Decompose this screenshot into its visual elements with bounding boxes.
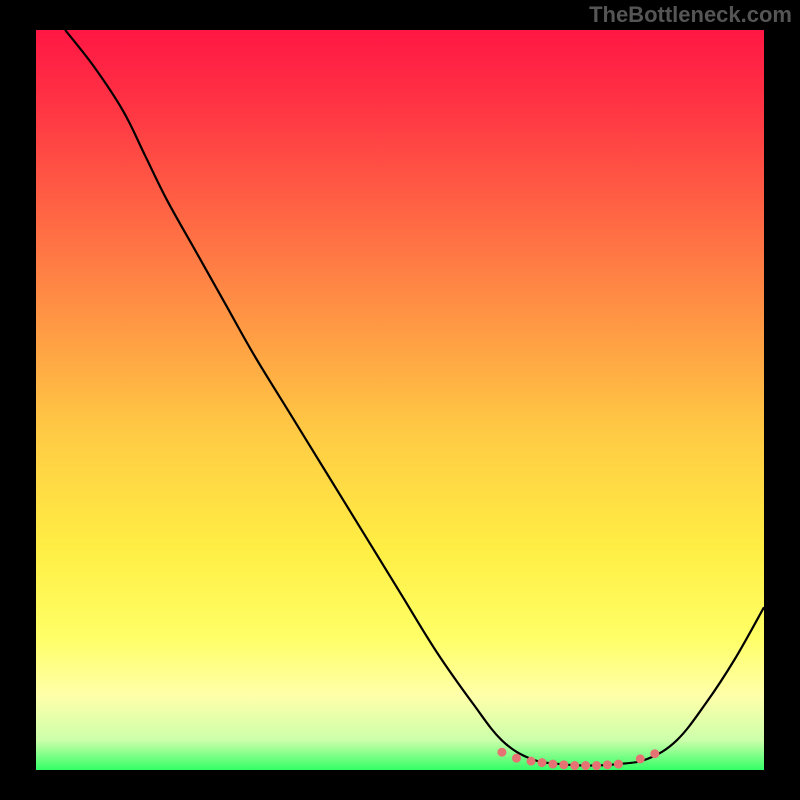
marker-point [548,760,557,769]
bottleneck-curve [65,30,764,766]
marker-point [650,749,659,758]
marker-group [497,748,659,770]
marker-point [497,748,506,757]
watermark-text: TheBottleneck.com [589,2,792,28]
marker-point [592,761,601,770]
marker-point [614,760,623,769]
plot-area [36,30,764,770]
marker-point [559,760,568,769]
marker-point [537,758,546,767]
curve-layer [36,30,764,770]
marker-point [527,757,536,766]
chart-container: TheBottleneck.com [0,0,800,800]
marker-point [581,761,590,770]
marker-point [636,754,645,763]
marker-point [603,760,612,769]
marker-point [570,761,579,770]
marker-point [512,754,521,763]
